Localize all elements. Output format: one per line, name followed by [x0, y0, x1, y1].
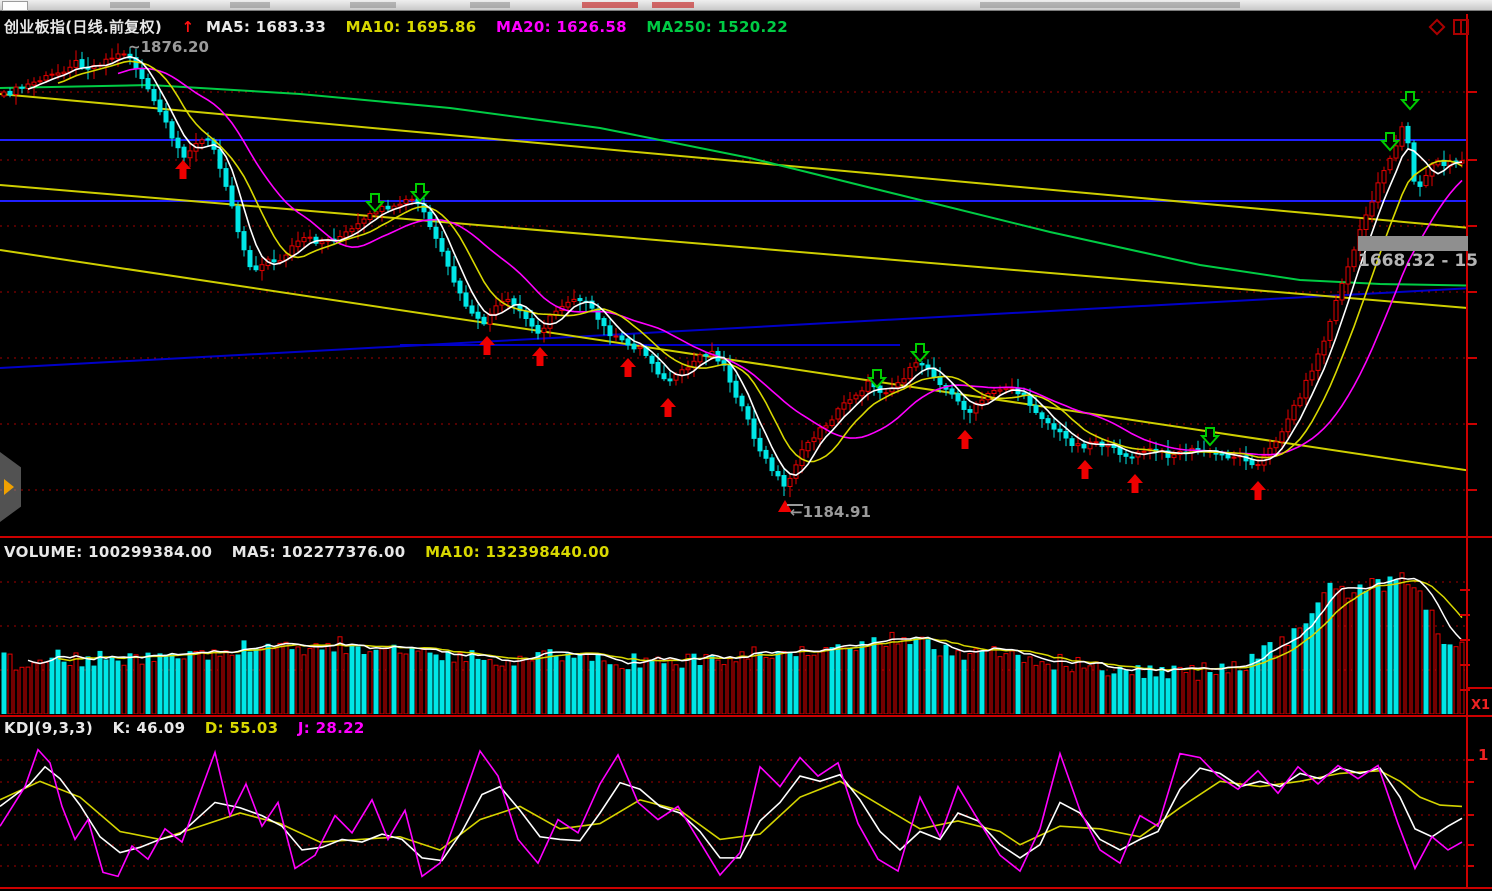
- main-chart-header: 创业板指(日线.前复权) ↑ MA5: 1683.33 MA10: 1695.8…: [4, 16, 802, 37]
- kdj-scale-label: 1: [1478, 746, 1489, 764]
- top-toolbar[interactable]: [0, 0, 1492, 11]
- kdj-d-value: D: 55.03: [204, 719, 279, 737]
- kdj-j-value: J: 28.22: [297, 719, 365, 737]
- menu-stub[interactable]: [110, 2, 150, 8]
- volume-ma5-value: MA5: 102277376.00: [231, 543, 406, 561]
- kdj-k-value: K: 46.09: [112, 719, 186, 737]
- last-price-tooltip: 1668.32 - 15: [1358, 251, 1478, 271]
- price-highlight-band[interactable]: [1358, 236, 1468, 251]
- ma250-value: MA250: 1520.22: [646, 18, 788, 36]
- high-price-annotation: ~1876.20: [128, 38, 209, 56]
- expand-arrow-icon: [4, 479, 14, 495]
- menu-stub[interactable]: [350, 2, 396, 8]
- kdj-name: KDJ(9,3,3): [4, 719, 94, 737]
- ma10-value: MA10: 1695.86: [345, 18, 477, 36]
- split-window-icon[interactable]: [1452, 18, 1470, 36]
- menu-stub[interactable]: [980, 2, 1240, 8]
- diamond-tool-icon[interactable]: [1428, 18, 1446, 36]
- window-icon: [2, 1, 28, 11]
- menu-stub[interactable]: [230, 2, 270, 8]
- instrument-title: 创业板指(日线.前复权): [4, 18, 163, 36]
- volume-scale-label: X1: [1471, 698, 1491, 713]
- low-price-annotation: ←1184.91: [790, 503, 871, 521]
- ma5-value: MA5: 1683.33: [205, 18, 327, 36]
- kdj-header: KDJ(9,3,3) K: 46.09 D: 55.03 J: 28.22: [4, 719, 379, 737]
- volume-ma10-value: MA10: 132398440.00: [425, 543, 610, 561]
- menu-stub-highlight[interactable]: [652, 2, 694, 8]
- volume-value: VOLUME: 100299384.00: [4, 543, 213, 561]
- menu-stub-highlight[interactable]: [582, 2, 638, 8]
- ma20-value: MA20: 1626.58: [496, 18, 627, 36]
- sidebar-flyout-tab[interactable]: [0, 452, 21, 522]
- menu-stub[interactable]: [470, 2, 510, 8]
- up-arrow-icon: ↑: [181, 18, 195, 36]
- volume-header: VOLUME: 100299384.00 MA5: 102277376.00 M…: [4, 543, 624, 561]
